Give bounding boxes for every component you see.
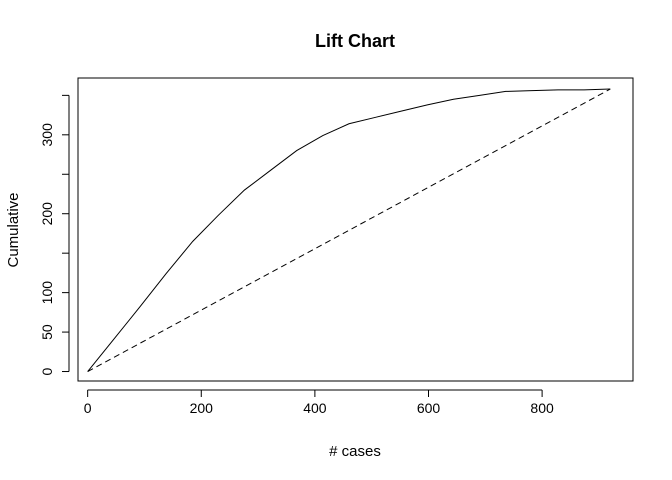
y-tick-label: 200	[39, 202, 55, 226]
x-tick-label: 400	[303, 400, 327, 416]
x-tick-label: 0	[84, 400, 92, 416]
y-tick-label: 300	[39, 123, 55, 147]
lift-series-solid	[87, 88, 611, 372]
plot-area	[77, 77, 634, 382]
y-tick-label: 0	[39, 367, 55, 375]
x-tick-label: 200	[190, 400, 214, 416]
x-axis-label: # cases	[329, 443, 381, 460]
x-tick-label: 600	[417, 400, 441, 416]
x-tick-label: 800	[530, 400, 554, 416]
series-layer	[87, 88, 611, 372]
y-tick-label: 50	[39, 324, 55, 340]
y-tick-label: 100	[39, 281, 55, 305]
lift-series-dashed	[87, 88, 611, 372]
y-axis: 0 50 100 200 300	[39, 94, 70, 375]
x-axis: 0 200 400 600 800	[84, 389, 554, 416]
chart-title: Lift Chart	[315, 31, 395, 51]
y-axis-label: Cumulative	[5, 192, 22, 267]
